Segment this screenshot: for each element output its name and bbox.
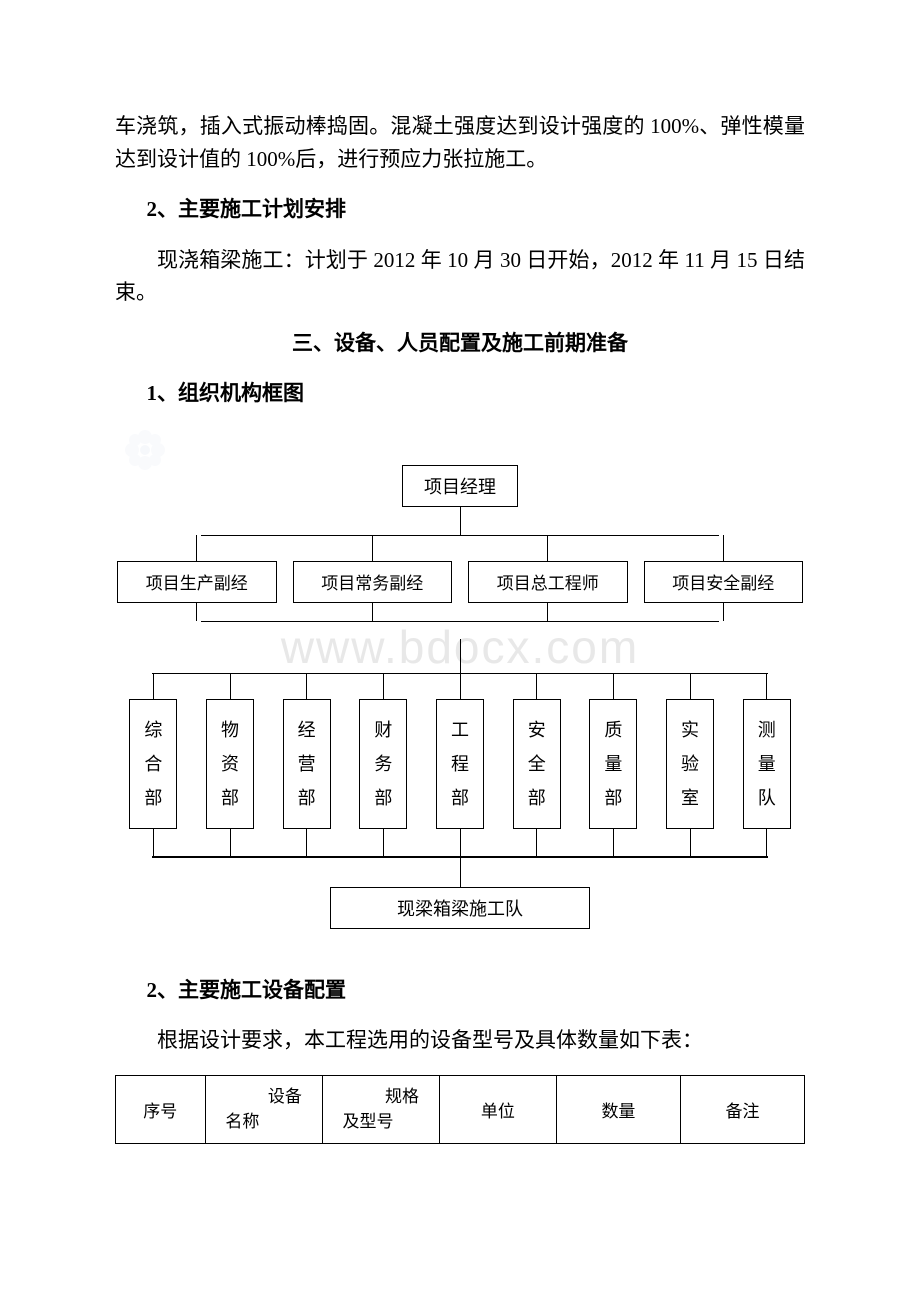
table-header-row: 序号 设备 名称 规格 及型号 单位 数量 备注 <box>116 1075 805 1143</box>
org-chart: 项目经理 项目生产副经 项目常务副经 项目总工 <box>115 465 805 929</box>
section-3-title: 三、设备、人员配置及施工前期准备 <box>115 327 805 360</box>
th-model: 规格 及型号 <box>322 1075 439 1143</box>
org-node-tier3-8: 测量队 <box>743 699 791 829</box>
org-node-tier3-0: 综合部 <box>129 699 177 829</box>
th-model-l1: 规格 <box>343 1087 420 1106</box>
org-connector <box>372 535 373 561</box>
org-connector <box>230 673 231 699</box>
org-node-tier2-0: 项目生产副经 <box>117 561 277 603</box>
org-connector <box>547 603 548 621</box>
org-node-tier3-4: 工程部 <box>436 699 484 829</box>
org-connector <box>613 829 614 857</box>
org-connector <box>766 673 767 699</box>
th-qty: 数量 <box>556 1075 680 1143</box>
org-connector <box>372 603 373 621</box>
th-name-l2: 名称 <box>225 1112 259 1131</box>
org-node-root: 项目经理 <box>402 465 518 507</box>
org-connector <box>152 673 768 674</box>
org-connector <box>152 857 768 858</box>
heading-schedule: 2、主要施工计划安排 <box>115 193 805 226</box>
org-connector <box>690 673 691 699</box>
org-connector <box>153 673 154 699</box>
org-connector <box>460 673 461 699</box>
th-name: 设备 名称 <box>205 1075 322 1143</box>
org-connector <box>536 829 537 857</box>
org-connector <box>460 829 461 857</box>
heading-equipment: 2、主要施工设备配置 <box>115 974 805 1007</box>
body-paragraph-2: 现浇箱梁施工：计划于 2012 年 10 月 30 日开始，2012 年 11 … <box>115 244 805 309</box>
org-connector <box>196 535 197 561</box>
th-seq: 序号 <box>116 1075 206 1143</box>
org-connector <box>196 603 197 621</box>
org-node-tier2-2: 项目总工程师 <box>468 561 628 603</box>
org-connector <box>201 535 719 536</box>
org-connector <box>383 829 384 857</box>
org-connector <box>153 829 154 857</box>
org-node-tier3-5: 安全部 <box>513 699 561 829</box>
org-connector <box>306 829 307 857</box>
org-node-tier3-1: 物资部 <box>206 699 254 829</box>
org-connector <box>306 673 307 699</box>
org-connector <box>613 673 614 699</box>
org-connector <box>201 621 719 622</box>
body-paragraph-3: 根据设计要求，本工程选用的设备型号及具体数量如下表： <box>115 1024 805 1057</box>
org-node-tier4: 现梁箱梁施工队 <box>330 887 590 929</box>
org-connector <box>383 673 384 699</box>
org-connector <box>536 673 537 699</box>
org-connector <box>230 829 231 857</box>
heading-org-chart: 1、组织机构框图 <box>115 377 805 410</box>
org-node-tier3-2: 经营部 <box>283 699 331 829</box>
org-node-tier3-7: 实验室 <box>666 699 714 829</box>
org-connector <box>766 829 767 857</box>
th-unit: 单位 <box>439 1075 556 1143</box>
org-connector <box>723 603 724 621</box>
org-node-tier3-6: 质量部 <box>589 699 637 829</box>
equipment-table: 序号 设备 名称 规格 及型号 单位 数量 备注 <box>115 1075 805 1144</box>
th-model-l2: 及型号 <box>343 1112 394 1131</box>
th-remark: 备注 <box>680 1075 804 1143</box>
org-node-tier2-1: 项目常务副经 <box>293 561 453 603</box>
org-connector <box>460 857 461 887</box>
org-connector <box>690 829 691 857</box>
org-connector <box>460 507 461 535</box>
org-connector <box>723 535 724 561</box>
org-node-tier3-3: 财务部 <box>359 699 407 829</box>
org-connector <box>547 535 548 561</box>
org-node-tier2-3: 项目安全副经 <box>644 561 804 603</box>
th-name-l1: 设备 <box>225 1087 302 1106</box>
body-paragraph-1: 车浇筑，插入式振动棒捣固。混凝土强度达到设计强度的 100%、弹性模量达到设计值… <box>115 110 805 175</box>
org-connector <box>460 639 461 673</box>
